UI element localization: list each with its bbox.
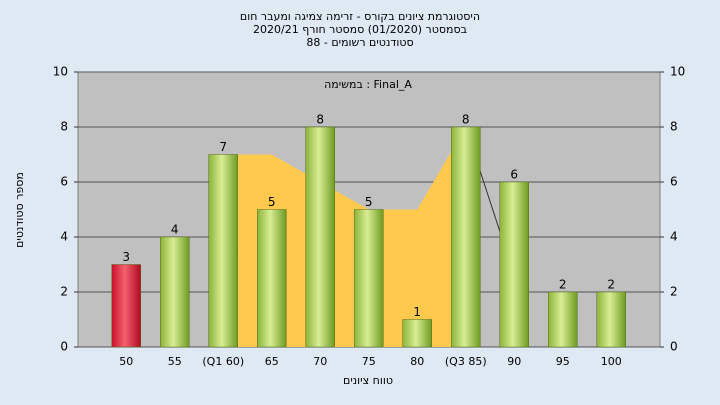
y-tick-label: 4 <box>60 230 68 244</box>
x-tick-label: (Q3 85) <box>445 355 487 368</box>
y-tick-label: 0 <box>60 340 68 354</box>
value-label: 2 <box>559 278 567 292</box>
y2-tick-label: 0 <box>670 340 678 354</box>
bar <box>111 264 141 348</box>
x-tick-label: 90 <box>507 355 521 368</box>
value-label: 2 <box>607 278 615 292</box>
chart-subtitle: בסמסטר (01/2020) סמסטר חורף 2020/21 <box>253 23 467 36</box>
y2-tick-label: 10 <box>670 65 685 79</box>
bar <box>402 319 432 348</box>
x-tick-label: 65 <box>265 355 279 368</box>
x-tick-label: 100 <box>601 355 622 368</box>
chart-title: היסטוגרמת ציונים בקורס - זרימה צמיגה ומע… <box>240 10 480 23</box>
chart-subtitle: סטודנטים רשומים - 88 <box>306 36 413 49</box>
bar <box>354 209 384 348</box>
y-tick-label: 10 <box>53 65 68 79</box>
x-tick-label: 50 <box>119 355 133 368</box>
bar <box>596 291 626 348</box>
y2-tick-label: 6 <box>670 175 678 189</box>
bar <box>160 236 190 348</box>
y2-tick-label: 8 <box>670 120 678 134</box>
y-tick-label: 8 <box>60 120 68 134</box>
y-axis-title: מספר סטודנטים <box>13 172 26 248</box>
value-label: 7 <box>219 140 227 154</box>
x-tick-label: 70 <box>313 355 327 368</box>
x-tick-label: 75 <box>362 355 376 368</box>
value-label: 6 <box>510 168 518 182</box>
value-label: 8 <box>316 113 324 127</box>
y-tick-label: 2 <box>60 285 68 299</box>
value-label: 5 <box>268 195 276 209</box>
y2-tick-label: 2 <box>670 285 678 299</box>
y2-tick-label: 4 <box>670 230 678 244</box>
value-label: 3 <box>122 250 130 264</box>
bar <box>499 181 529 348</box>
bar <box>451 126 481 348</box>
bar <box>305 126 335 348</box>
x-axis-title: טווח ציונים <box>343 374 393 387</box>
value-label: 1 <box>413 305 421 319</box>
x-tick-label: 55 <box>168 355 182 368</box>
x-tick-label: 95 <box>556 355 570 368</box>
value-label: 8 <box>462 113 470 127</box>
legend: במשימה : Final_A <box>324 78 412 91</box>
bar <box>208 154 238 348</box>
bar <box>257 209 287 348</box>
value-label: 5 <box>365 195 373 209</box>
x-tick-label: (Q1 60) <box>202 355 244 368</box>
x-tick-label: 80 <box>410 355 424 368</box>
value-label: 4 <box>171 223 179 237</box>
y-tick-label: 6 <box>60 175 68 189</box>
bar <box>548 291 578 348</box>
